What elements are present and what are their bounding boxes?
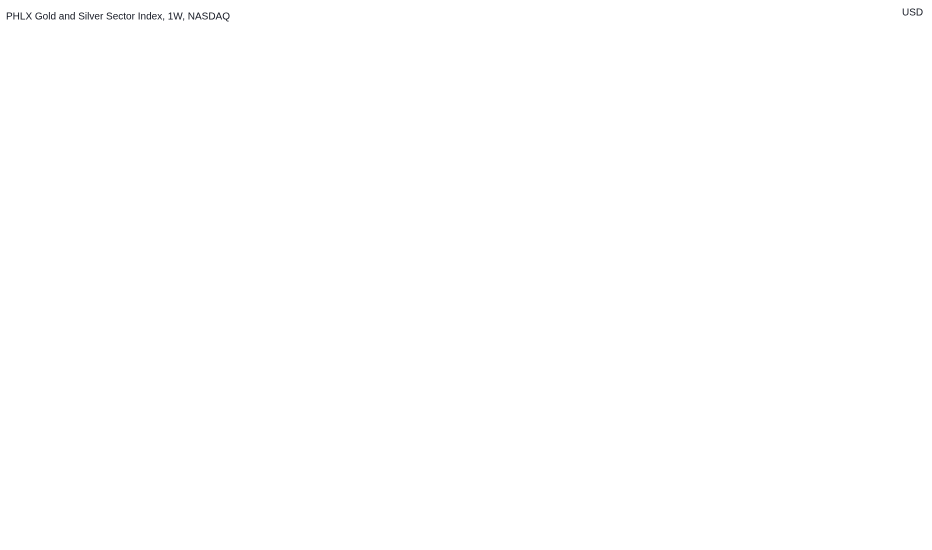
chart-title: PHLX Gold and Silver Sector Index, 1W, N… [6, 12, 230, 23]
currency: USD [902, 8, 923, 19]
